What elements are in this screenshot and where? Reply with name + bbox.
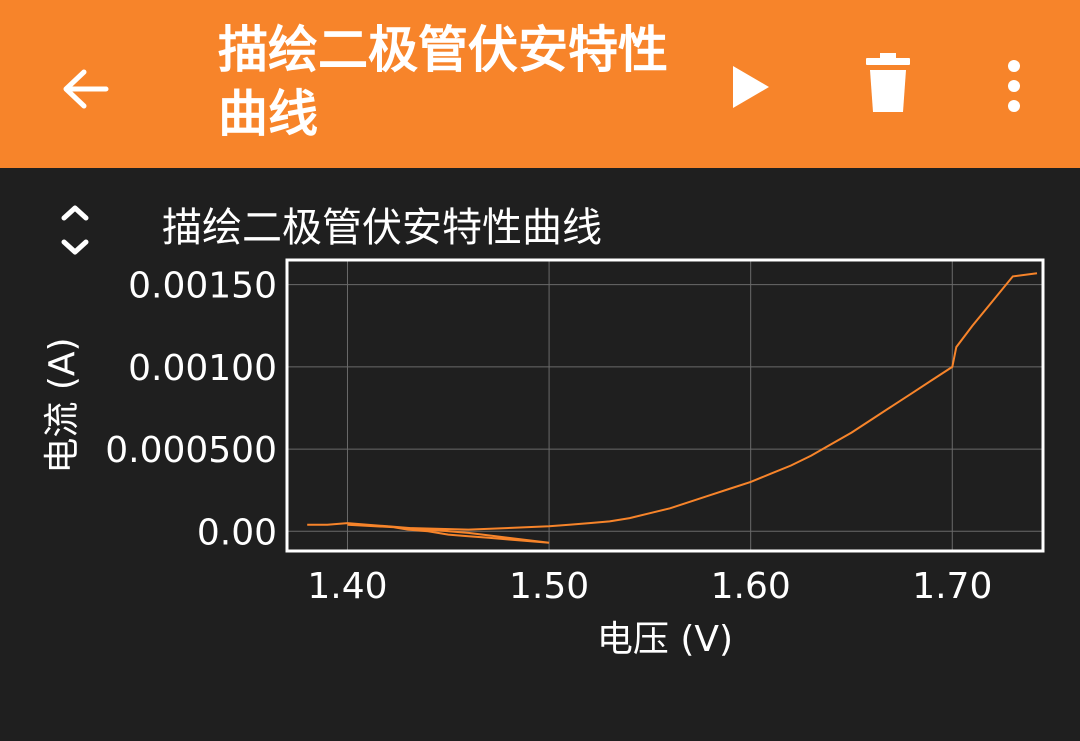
chart-title: 描绘二极管伏安特性曲线 (162, 205, 602, 251)
grid-lines (287, 260, 1043, 551)
y-tick-label: 0.00 (197, 512, 277, 553)
iv-curve-line (307, 272, 1038, 544)
y-tick-label: 0.000500 (105, 430, 277, 471)
x-tick-label: 1.60 (711, 566, 791, 607)
y-axis-label: 电流 (A) (42, 337, 83, 473)
arrow-left-icon[interactable] (58, 62, 112, 116)
plot-frame (285, 258, 1045, 553)
x-tick-label: 1.70 (912, 566, 992, 607)
play-icon[interactable] (725, 62, 775, 112)
x-tick-label: 1.50 (509, 566, 589, 607)
unfold-icon[interactable] (52, 200, 98, 264)
trash-icon[interactable] (862, 52, 914, 116)
x-tick-label: 1.40 (307, 566, 387, 607)
y-tick-label: 0.00100 (128, 348, 277, 389)
more-vert-icon[interactable] (996, 56, 1032, 116)
y-tick-label: 0.00150 (128, 266, 277, 307)
x-axis-label: 电压 (V) (597, 619, 733, 660)
x-tick-labels: 1.40 1.50 1.60 1.70 (307, 566, 992, 607)
app-bar: 描绘二极管伏安特性曲线 (0, 0, 1080, 168)
iv-chart: 1.40 1.50 1.60 1.70 0.000.0005000.001000.00… (42, 258, 1045, 660)
page-title: 描绘二极管伏安特性曲线 (218, 21, 668, 143)
y-tick-labels: 0.00 0.000500 0.00100 0.00150 (105, 266, 277, 554)
